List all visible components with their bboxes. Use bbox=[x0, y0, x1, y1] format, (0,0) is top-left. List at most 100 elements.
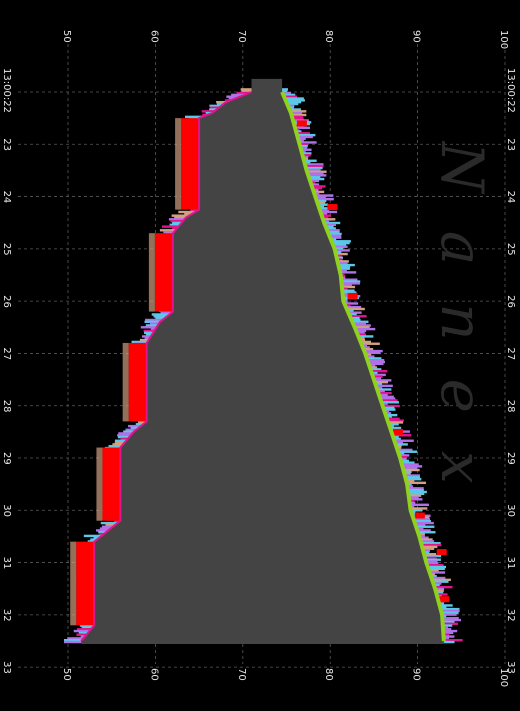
bid-quote-mark bbox=[151, 313, 172, 316]
bid-quote-mark bbox=[67, 637, 86, 640]
bid-quote-mark bbox=[190, 208, 201, 212]
time-tick-label-right: 31 bbox=[505, 557, 516, 570]
bid-quote-mark bbox=[120, 437, 130, 441]
ask-quote-mark bbox=[339, 280, 361, 283]
bid-red-quote-block bbox=[181, 118, 200, 210]
ask-quote-mark bbox=[412, 520, 431, 523]
price-tick-label-top: 60 bbox=[148, 30, 159, 43]
bid-red-quote-block bbox=[154, 233, 173, 312]
ask-quote-mark bbox=[422, 554, 442, 558]
ask-quote-mark bbox=[295, 135, 313, 139]
ask-quote-mark bbox=[419, 542, 441, 545]
ask-quote-mark bbox=[426, 567, 445, 571]
time-tick-label-left: 31 bbox=[1, 557, 12, 570]
ask-quote-mark bbox=[378, 399, 398, 402]
ask-quote-mark bbox=[339, 282, 361, 285]
bid-quote-mark bbox=[168, 218, 187, 221]
time-tick-label-left: 24 bbox=[1, 191, 12, 204]
ask-quote-mark bbox=[383, 413, 398, 417]
ask-quote-mark bbox=[298, 144, 308, 148]
ask-quote-mark bbox=[370, 373, 386, 377]
ask-quote-mark bbox=[331, 245, 348, 248]
bid-quote-mark bbox=[130, 426, 141, 430]
ask-quote-mark bbox=[440, 613, 457, 616]
ask-quote-mark bbox=[300, 152, 312, 155]
ask-quote-mark bbox=[314, 197, 334, 201]
bid-tan-quote-block bbox=[96, 447, 103, 521]
ask-quote-mark bbox=[361, 348, 374, 351]
ask-quote-mark bbox=[320, 218, 336, 221]
bid-quote-mark bbox=[159, 229, 178, 232]
ask-quote-mark bbox=[362, 351, 381, 355]
ask-quote-mark bbox=[349, 318, 361, 322]
ask-quote-mark bbox=[388, 426, 402, 430]
bid-quote-mark bbox=[108, 445, 124, 448]
bid-quote-mark bbox=[73, 629, 92, 633]
bid-quote-mark bbox=[241, 90, 254, 93]
ask-quote-mark bbox=[280, 88, 288, 91]
time-tick-label-right: 29 bbox=[505, 452, 516, 465]
ask-quote-mark bbox=[377, 393, 388, 397]
bid-quote-mark bbox=[209, 104, 224, 108]
price-tick-label-top: 50 bbox=[61, 30, 72, 43]
ask-quote-mark bbox=[415, 531, 436, 534]
ask-quote-mark bbox=[342, 302, 359, 305]
ask-quote-mark bbox=[423, 558, 441, 561]
ask-quote-mark bbox=[397, 454, 410, 457]
ask-quote-mark bbox=[440, 624, 453, 627]
bid-quote-mark bbox=[149, 322, 161, 325]
ask-quote-mark bbox=[414, 527, 424, 530]
bid-tan-quote-block bbox=[70, 541, 77, 626]
watermark: Nanex bbox=[428, 140, 496, 522]
ask-quote-mark bbox=[397, 456, 408, 459]
ask-quote-mark bbox=[425, 563, 444, 567]
bid-quote-mark bbox=[226, 95, 242, 98]
bid-quote-mark bbox=[81, 626, 95, 629]
ask-quote-mark bbox=[406, 496, 419, 499]
bid-fringe bbox=[63, 88, 254, 644]
ask-quote-mark bbox=[372, 380, 389, 384]
ask-quote-mark bbox=[305, 170, 327, 173]
time-tick-label-right: 25 bbox=[505, 243, 516, 256]
ask-quote-mark bbox=[440, 618, 462, 622]
price-tick-label-bottom: 50 bbox=[61, 668, 72, 681]
bid-tan-quote-block bbox=[148, 233, 155, 312]
ask-quote-mark bbox=[339, 278, 358, 281]
ask-quote-mark bbox=[330, 241, 350, 245]
bid-quote-mark bbox=[99, 527, 113, 530]
ask-quote-mark bbox=[402, 472, 411, 475]
ask-quote-mark bbox=[282, 95, 298, 98]
ask-quote-mark bbox=[347, 315, 367, 318]
ask-quote-mark bbox=[416, 532, 425, 536]
ask-quote-mark bbox=[325, 230, 340, 234]
ask-quote-mark bbox=[364, 357, 382, 360]
ask-quote-mark bbox=[390, 434, 412, 437]
ask-quote-mark bbox=[359, 342, 380, 345]
ask-quote-mark bbox=[340, 291, 357, 294]
ask-quote-mark bbox=[406, 490, 427, 494]
ask-quote-mark bbox=[298, 146, 308, 150]
bid-quote-mark bbox=[112, 443, 126, 446]
bid-quote-mark bbox=[145, 333, 154, 336]
ask-quote-mark bbox=[285, 104, 295, 108]
bid-quote-mark bbox=[117, 434, 133, 437]
ask-quote-mark bbox=[319, 214, 332, 217]
ask-quote-mark bbox=[421, 549, 431, 552]
time-tick-label-right: 23 bbox=[505, 138, 516, 151]
bid-quote-mark bbox=[178, 210, 198, 214]
ask-quote-mark bbox=[370, 375, 383, 378]
time-tick-label-left: 26 bbox=[1, 295, 12, 308]
ask-quote-mark bbox=[441, 639, 463, 642]
ask-quote-mark bbox=[302, 163, 324, 166]
bid-quote-mark bbox=[95, 529, 111, 532]
ask-quote-mark bbox=[424, 560, 438, 563]
ask-quote-mark bbox=[322, 223, 336, 227]
ask-quote-mark bbox=[303, 166, 323, 170]
ask-quote-mark bbox=[339, 283, 352, 287]
ask-quote-mark bbox=[386, 423, 399, 426]
ask-quote-mark bbox=[308, 179, 320, 183]
ask-quote-mark bbox=[324, 227, 336, 230]
ask-quote-mark bbox=[346, 311, 362, 314]
ask-quote-mark bbox=[309, 183, 320, 186]
bid-quote-mark bbox=[172, 227, 179, 230]
